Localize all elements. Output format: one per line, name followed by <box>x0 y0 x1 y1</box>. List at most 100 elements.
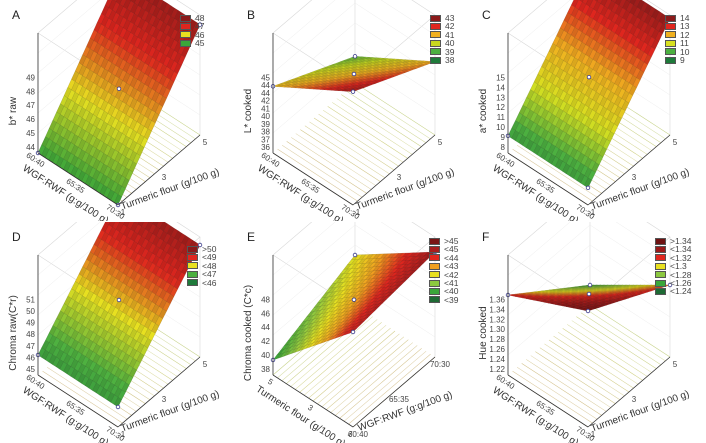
legend-entry: <41 <box>429 278 458 287</box>
x-axis <box>507 152 589 206</box>
legend-label: <42 <box>444 269 459 280</box>
contour-line <box>557 331 639 385</box>
z-tick-label: 46 <box>26 353 35 362</box>
right-axis-tick: 3 <box>632 173 637 182</box>
design-point <box>351 297 357 302</box>
response-surface <box>272 251 436 361</box>
legend-entry: 41 <box>430 30 454 39</box>
right-axis-tick: 3 <box>162 395 167 404</box>
z-tick-label: 46 <box>261 309 270 318</box>
y-axis <box>587 356 671 428</box>
legend-entry: 39 <box>430 47 454 56</box>
contour-line <box>354 82 436 136</box>
legend-entry: <48 <box>187 261 216 270</box>
response-surface <box>507 284 671 312</box>
legend-label: <1.26 <box>670 277 692 288</box>
legend-label: 47 <box>195 21 205 32</box>
panel-label: B <box>247 8 256 22</box>
contour-line <box>332 102 413 155</box>
contour-line <box>539 347 621 401</box>
z-tick-label: 1.30 <box>489 325 505 334</box>
legend-swatch <box>665 23 676 31</box>
contour-line <box>330 342 413 413</box>
legend-swatch <box>180 39 191 47</box>
z-tick-label: 46 <box>26 115 35 124</box>
right-axis-tick: 1 <box>591 430 596 439</box>
legend-entry: 9 <box>665 55 689 64</box>
contour-line <box>341 94 422 147</box>
legend-entry: >45 <box>429 237 458 245</box>
contour-line <box>544 343 625 397</box>
legend-label: 42 <box>445 21 455 32</box>
z-tick-label: 12 <box>496 103 505 112</box>
contour-line <box>295 133 376 186</box>
right-axis-tick: 60:40 <box>348 430 369 439</box>
contour-line <box>535 351 616 404</box>
axes <box>272 255 436 428</box>
right-axis-tick: 3 <box>632 395 637 404</box>
panel-label: E <box>247 230 256 244</box>
legend-entry: <49 <box>187 253 216 262</box>
legend-swatch <box>430 48 441 56</box>
right-axis-tick: 1 <box>356 208 361 217</box>
response-surface <box>272 56 436 92</box>
legend-entry: 14 <box>665 14 689 22</box>
z-tick-label: 44 <box>261 323 270 332</box>
z-axis-label: Chroma raw(C*r) <box>8 295 19 371</box>
z-tick-label: 10 <box>496 123 505 132</box>
legend-label: <1.32 <box>670 252 692 263</box>
z-tick-label: 48 <box>26 87 35 96</box>
x-axis <box>272 374 354 428</box>
z-tick-label: 49 <box>26 319 35 328</box>
axes <box>507 33 671 206</box>
right-axis-label: Turmeric flour (g/100 g) <box>589 167 691 213</box>
legend-swatch <box>180 31 191 39</box>
response-surface <box>37 0 201 206</box>
color-legend: 43 42 41 40 39 38 <box>430 14 454 64</box>
design-point <box>116 86 122 91</box>
wall-gridline <box>507 222 671 276</box>
legend-entry: <1.28 <box>655 270 692 279</box>
right-axis-tick: 1 <box>121 430 126 439</box>
color-legend: >1.34 <1.34 <1.32 <1.3 <1.28 <1.26 <1.24 <box>655 237 692 296</box>
wall-gridline <box>507 264 671 336</box>
contour-line <box>326 339 409 410</box>
legend-swatch <box>665 31 676 39</box>
design-point <box>197 22 203 27</box>
contour-line <box>516 366 598 420</box>
z-axis-label: L* cooked <box>243 89 254 133</box>
z-tick-label: 50 <box>26 307 35 316</box>
z-axis-label: b* raw <box>8 96 19 125</box>
color-legend: 14 13 12 11 10 9 <box>665 14 689 64</box>
legend-label: <43 <box>444 261 459 272</box>
legend-label: <1.34 <box>670 244 692 255</box>
legend-swatch <box>430 23 441 31</box>
legend-swatch <box>655 288 666 296</box>
legend-swatch <box>187 262 198 270</box>
x-axis <box>507 374 589 428</box>
legend-entry: 47 <box>180 21 205 32</box>
legend-label: >50 <box>202 244 217 254</box>
legend-label: <39 <box>444 294 459 305</box>
z-tick-label: 15 <box>496 73 505 82</box>
design-point <box>351 71 357 77</box>
z-tick-label: 42 <box>261 337 270 346</box>
z-tick-label: 42 <box>261 97 270 106</box>
contour-line <box>313 117 395 171</box>
z-tick-label: 38 <box>261 128 270 137</box>
legend-label: <45 <box>444 244 459 255</box>
y-axis <box>587 134 671 206</box>
surface-plot-e: E 38 40 42 44 46 48 Chroma cooked (C*c) 5 3 1 60:40… <box>235 222 470 443</box>
contour-line <box>281 144 363 198</box>
legend-label: 12 <box>680 29 690 40</box>
contour-line <box>335 345 418 416</box>
contour-line <box>322 109 404 163</box>
contour-line <box>589 304 671 358</box>
box-grid <box>272 0 436 205</box>
right-axis-tick: 1 <box>121 208 126 217</box>
z-tick-label: 48 <box>26 330 35 339</box>
contour-line <box>312 330 396 402</box>
contour-line <box>317 333 400 405</box>
wall-gridline <box>272 222 436 276</box>
plot-canvas: 38 40 42 44 46 48 Chroma cooked (C*c) 5 3 160:40 6… <box>243 222 454 443</box>
